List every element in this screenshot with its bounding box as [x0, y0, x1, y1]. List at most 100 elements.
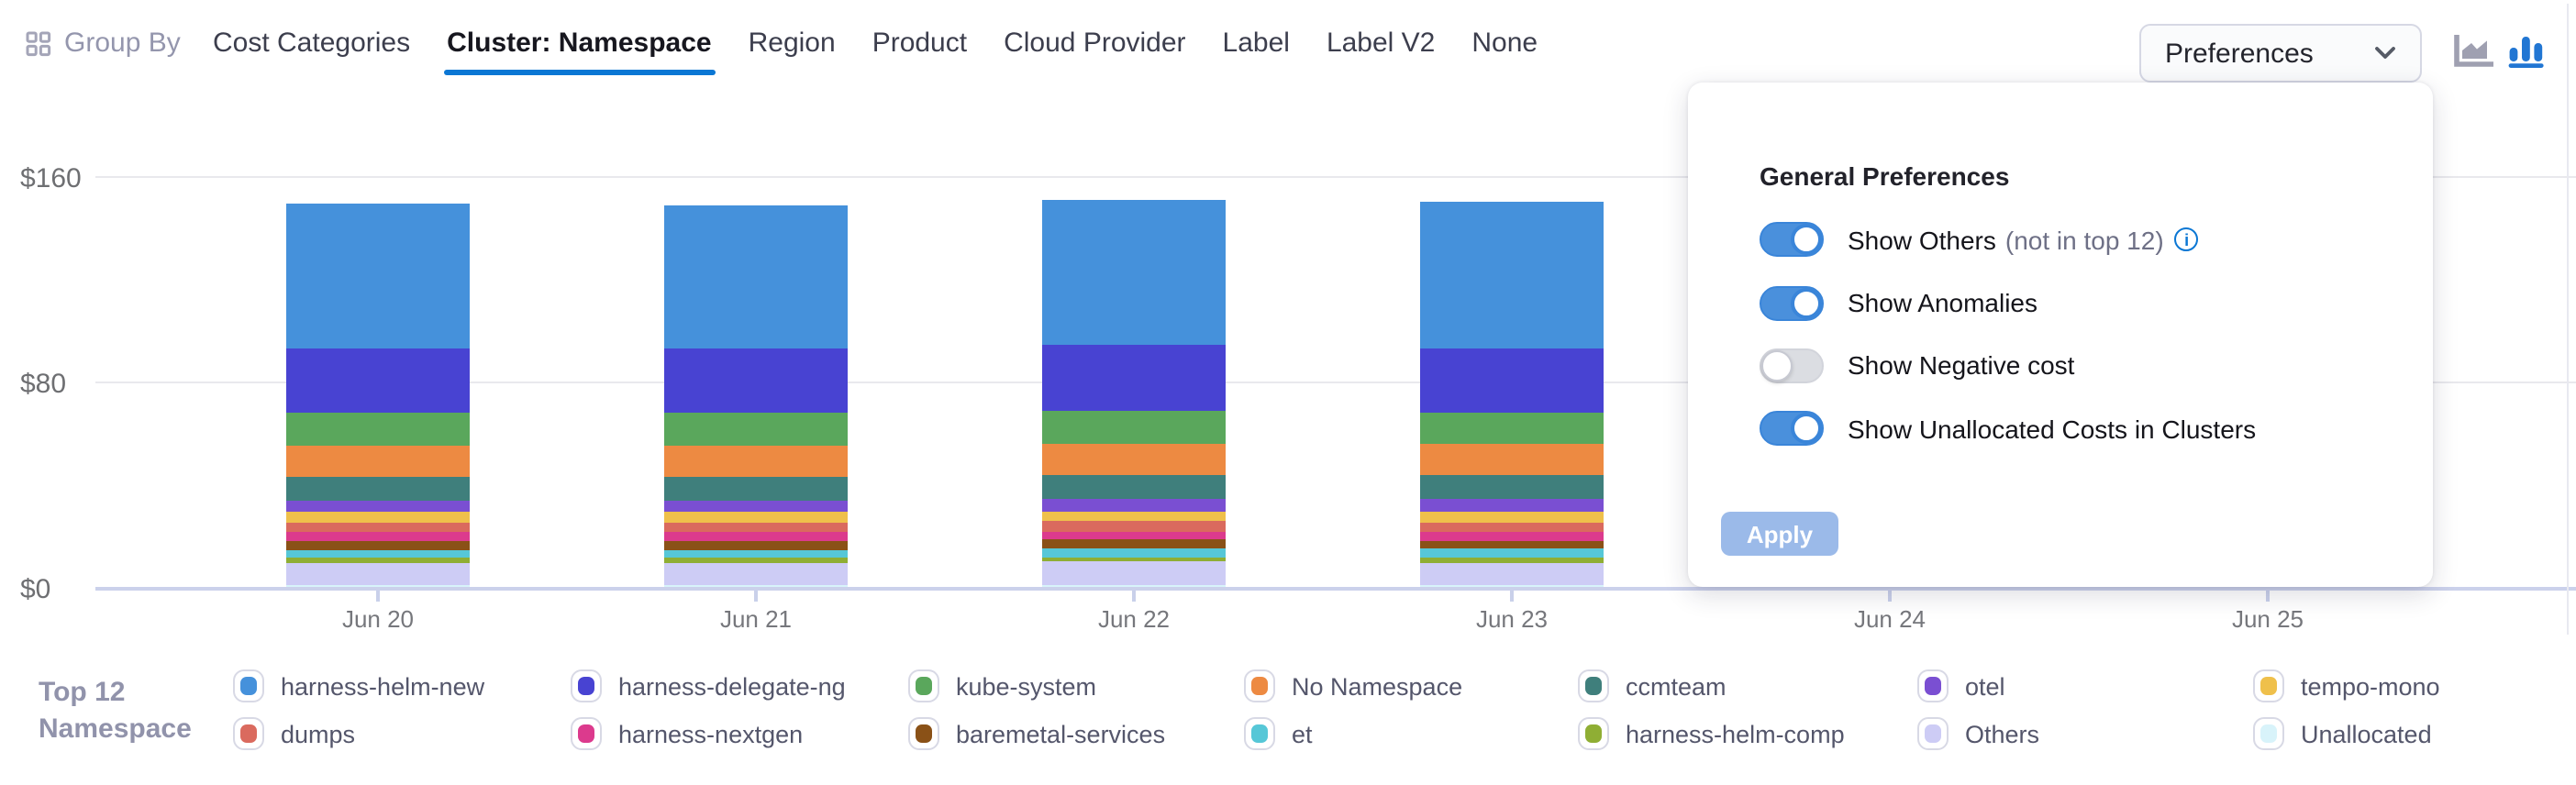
bar-segment-others[interactable]	[664, 562, 848, 586]
bar-segment-harness-helm-comp[interactable]	[1042, 557, 1226, 562]
legend-item-baremetal-services[interactable]: baremetal-services	[908, 717, 1165, 750]
bar-segment-harness-delegate-ng[interactable]	[1042, 345, 1226, 411]
preferences-dropdown-button[interactable]: Preferences	[2139, 24, 2422, 83]
legend-chip-color	[240, 677, 257, 695]
bar-segment-kube-system[interactable]	[664, 413, 848, 446]
legend-item-et[interactable]: et	[1244, 717, 1313, 750]
legend-item-tempo-mono[interactable]: tempo-mono	[2253, 669, 2440, 702]
legend-item-otel[interactable]: otel	[1917, 669, 2005, 702]
toggle-show-negative-cost[interactable]	[1760, 348, 1824, 382]
bar-segment-unallocated[interactable]	[286, 585, 470, 588]
bar-column-jun-20[interactable]	[286, 204, 470, 588]
bar-segment-harness-nextgen[interactable]	[286, 532, 470, 542]
bar-segment-tempo-mono[interactable]	[1042, 511, 1226, 522]
bar-segment-dumps[interactable]	[664, 523, 848, 533]
legend-item-no-namespace[interactable]: No Namespace	[1244, 669, 1462, 702]
toggle-show-others[interactable]	[1760, 222, 1824, 257]
bar-segment-baremetal-services[interactable]	[1420, 540, 1604, 549]
bar-segment-harness-helm-new[interactable]	[286, 204, 470, 349]
bar-segment-otel[interactable]	[664, 500, 848, 513]
legend-item-others[interactable]: Others	[1917, 717, 2039, 750]
tab-region[interactable]: Region	[748, 28, 836, 59]
apply-button[interactable]: Apply	[1721, 512, 1838, 556]
bar-segment-no-namespace[interactable]	[664, 445, 848, 477]
info-icon[interactable]: i	[2174, 227, 2199, 251]
bar-segment-unallocated[interactable]	[1042, 585, 1226, 588]
bar-column-jun-22[interactable]	[1042, 199, 1226, 588]
tab-cloud-provider[interactable]: Cloud Provider	[1004, 28, 1186, 59]
x-axis-label: Jun 20	[341, 605, 415, 633]
legend-item-harness-delegate-ng[interactable]: harness-delegate-ng	[571, 669, 846, 702]
bar-segment-harness-helm-comp[interactable]	[286, 558, 470, 563]
bar-segment-otel[interactable]	[1042, 499, 1226, 512]
tab-label[interactable]: Label	[1222, 28, 1290, 59]
gridline	[95, 381, 2576, 383]
bar-segment-harness-delegate-ng[interactable]	[286, 348, 470, 413]
x-axis-line	[95, 587, 2576, 591]
bar-segment-ccmteam[interactable]	[1042, 475, 1226, 500]
bar-column-jun-21[interactable]	[664, 205, 848, 588]
legend-item-unallocated[interactable]: Unallocated	[2253, 717, 2432, 750]
bar-segment-kube-system[interactable]	[1042, 410, 1226, 444]
bar-segment-harness-helm-new[interactable]	[1420, 202, 1604, 348]
bar-segment-otel[interactable]	[1420, 499, 1604, 512]
bar-segment-et[interactable]	[286, 549, 470, 558]
bar-segment-harness-helm-new[interactable]	[1042, 199, 1226, 346]
bar-segment-harness-nextgen[interactable]	[1420, 532, 1604, 541]
bar-segment-dumps[interactable]	[1420, 522, 1604, 533]
bar-segment-unallocated[interactable]	[1420, 585, 1604, 588]
bar-segment-kube-system[interactable]	[1420, 412, 1604, 445]
x-axis-tick	[1132, 591, 1136, 602]
toggle-show-anomalies[interactable]	[1760, 285, 1824, 320]
bar-segment-others[interactable]	[1420, 562, 1604, 586]
bar-segment-unallocated[interactable]	[664, 585, 848, 588]
bar-segment-dumps[interactable]	[1042, 521, 1226, 532]
bar-segment-ccmteam[interactable]	[1420, 475, 1604, 500]
toggle-knob	[1791, 413, 1822, 444]
legend-item-kube-system[interactable]: kube-system	[908, 669, 1096, 702]
bar-segment-harness-delegate-ng[interactable]	[664, 348, 848, 413]
bar-segment-others[interactable]	[286, 562, 470, 586]
bar-segment-et[interactable]	[1042, 547, 1226, 558]
bar-segment-others[interactable]	[1042, 561, 1226, 586]
bar-segment-harness-delegate-ng[interactable]	[1420, 348, 1604, 413]
legend-item-label: baremetal-services	[956, 720, 1166, 747]
legend-item-ccmteam[interactable]: ccmteam	[1578, 669, 1727, 702]
area-chart-toggle-button[interactable]	[2449, 29, 2497, 73]
bar-segment-et[interactable]	[1420, 548, 1604, 558]
bar-segment-dumps[interactable]	[286, 523, 470, 533]
bar-column-jun-23[interactable]	[1420, 202, 1604, 588]
tab-cluster-namespace[interactable]: Cluster: Namespace	[443, 28, 716, 74]
bar-segment-tempo-mono[interactable]	[664, 512, 848, 524]
bar-segment-ccmteam[interactable]	[286, 476, 470, 501]
bar-segment-no-namespace[interactable]	[286, 445, 470, 477]
bar-segment-harness-helm-comp[interactable]	[664, 558, 848, 563]
bar-segment-harness-nextgen[interactable]	[1042, 531, 1226, 540]
legend-item-harness-nextgen[interactable]: harness-nextgen	[571, 717, 803, 750]
legend-item-dumps[interactable]: dumps	[233, 717, 355, 750]
bar-segment-baremetal-services[interactable]	[664, 541, 848, 550]
bar-segment-harness-helm-new[interactable]	[664, 205, 848, 349]
tab-cost-categories[interactable]: Cost Categories	[213, 28, 411, 59]
bar-segment-otel[interactable]	[286, 500, 470, 513]
legend-item-label: harness-delegate-ng	[618, 672, 846, 700]
bar-segment-harness-helm-comp[interactable]	[1420, 557, 1604, 563]
bar-segment-no-namespace[interactable]	[1042, 443, 1226, 476]
bar-segment-baremetal-services[interactable]	[286, 541, 470, 550]
bar-chart-toggle-button[interactable]	[2503, 29, 2550, 73]
bar-segment-et[interactable]	[664, 549, 848, 558]
legend-item-harness-helm-new[interactable]: harness-helm-new	[233, 669, 484, 702]
tab-none[interactable]: None	[1471, 28, 1538, 59]
bar-segment-baremetal-services[interactable]	[1042, 539, 1226, 548]
bar-segment-no-namespace[interactable]	[1420, 444, 1604, 476]
bar-segment-tempo-mono[interactable]	[1420, 511, 1604, 523]
bar-segment-tempo-mono[interactable]	[286, 512, 470, 524]
bar-segment-harness-nextgen[interactable]	[664, 532, 848, 542]
bar-segment-kube-system[interactable]	[286, 413, 470, 446]
toggle-show-unallocated-costs-in-clusters[interactable]	[1760, 411, 1824, 446]
tab-label-v2[interactable]: Label V2	[1326, 28, 1436, 59]
tab-product[interactable]: Product	[872, 28, 968, 59]
legend-item-harness-helm-comp[interactable]: harness-helm-comp	[1578, 717, 1845, 750]
bar-segment-ccmteam[interactable]	[664, 476, 848, 501]
